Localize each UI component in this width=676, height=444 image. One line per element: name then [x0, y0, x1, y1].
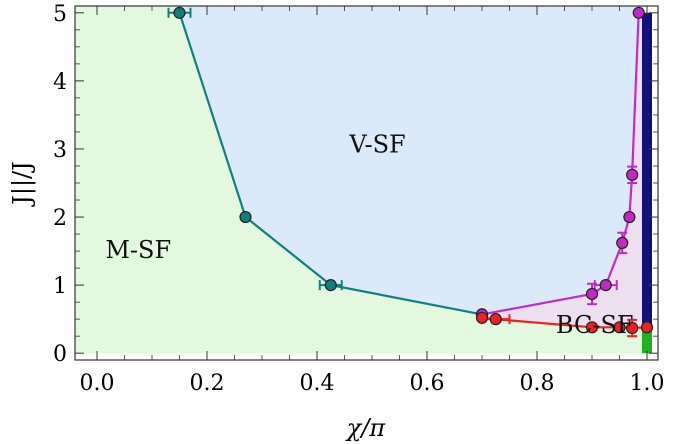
data-point-series-1 — [623, 210, 636, 224]
data-point-series-2 — [640, 321, 654, 334]
region-bc-sf — [482, 12, 647, 329]
y-tick-label: 1 — [53, 274, 67, 299]
data-point-series-1 — [632, 6, 645, 19]
x-tick-label: 0.0 — [80, 371, 115, 396]
x-tick-label: 0.6 — [410, 371, 445, 396]
y-tick-label: 3 — [53, 138, 67, 163]
region-labels: M-SF V-SF BC-SF — [105, 130, 633, 338]
region-label-m-sf: M-SF — [105, 236, 171, 264]
series-points — [173, 6, 654, 335]
data-point-series-1 — [599, 279, 612, 292]
data-point-series-0 — [324, 279, 337, 292]
boundary-bar-0 — [642, 12, 652, 326]
x-tick-label: 0.8 — [520, 371, 555, 396]
y-tick-label: 2 — [53, 206, 67, 231]
data-point-series-1 — [626, 168, 639, 181]
y-tick-label: 5 — [53, 2, 67, 27]
series-line-0 — [178, 12, 483, 316]
y-tick-label: 0 — [53, 342, 67, 367]
x-axis-title: χ/π — [345, 414, 387, 442]
x-tick-label: 1.0 — [630, 371, 665, 396]
data-point-series-2 — [475, 311, 489, 324]
data-point-series-2 — [613, 321, 626, 334]
data-point-series-2 — [489, 313, 502, 326]
region-label-v-sf: V-SF — [348, 130, 405, 158]
phase-regions — [75, 6, 647, 354]
data-point-series-1 — [585, 287, 599, 301]
data-point-series-1 — [616, 236, 629, 250]
region-label-bc-sf: BC-SF — [556, 311, 634, 339]
data-point-series-2 — [585, 321, 599, 334]
axis-tick-labels: 0.0 0.2 0.4 0.6 0.8 1.0 0 1 2 3 4 5 — [53, 2, 665, 396]
y-axis-title: J||/J — [8, 161, 37, 208]
x-tick-label: 0.2 — [190, 371, 225, 396]
boundary-bar-1 — [642, 325, 652, 354]
boundary-bars — [642, 12, 652, 354]
data-point-series-0 — [239, 210, 252, 224]
axis-ticks — [75, 6, 658, 360]
data-point-series-2 — [626, 321, 639, 335]
y-tick-label: 4 — [53, 70, 67, 95]
region-m-sf — [75, 6, 647, 354]
x-tick-label: 0.4 — [300, 371, 335, 396]
region-v-sf — [179, 6, 647, 315]
